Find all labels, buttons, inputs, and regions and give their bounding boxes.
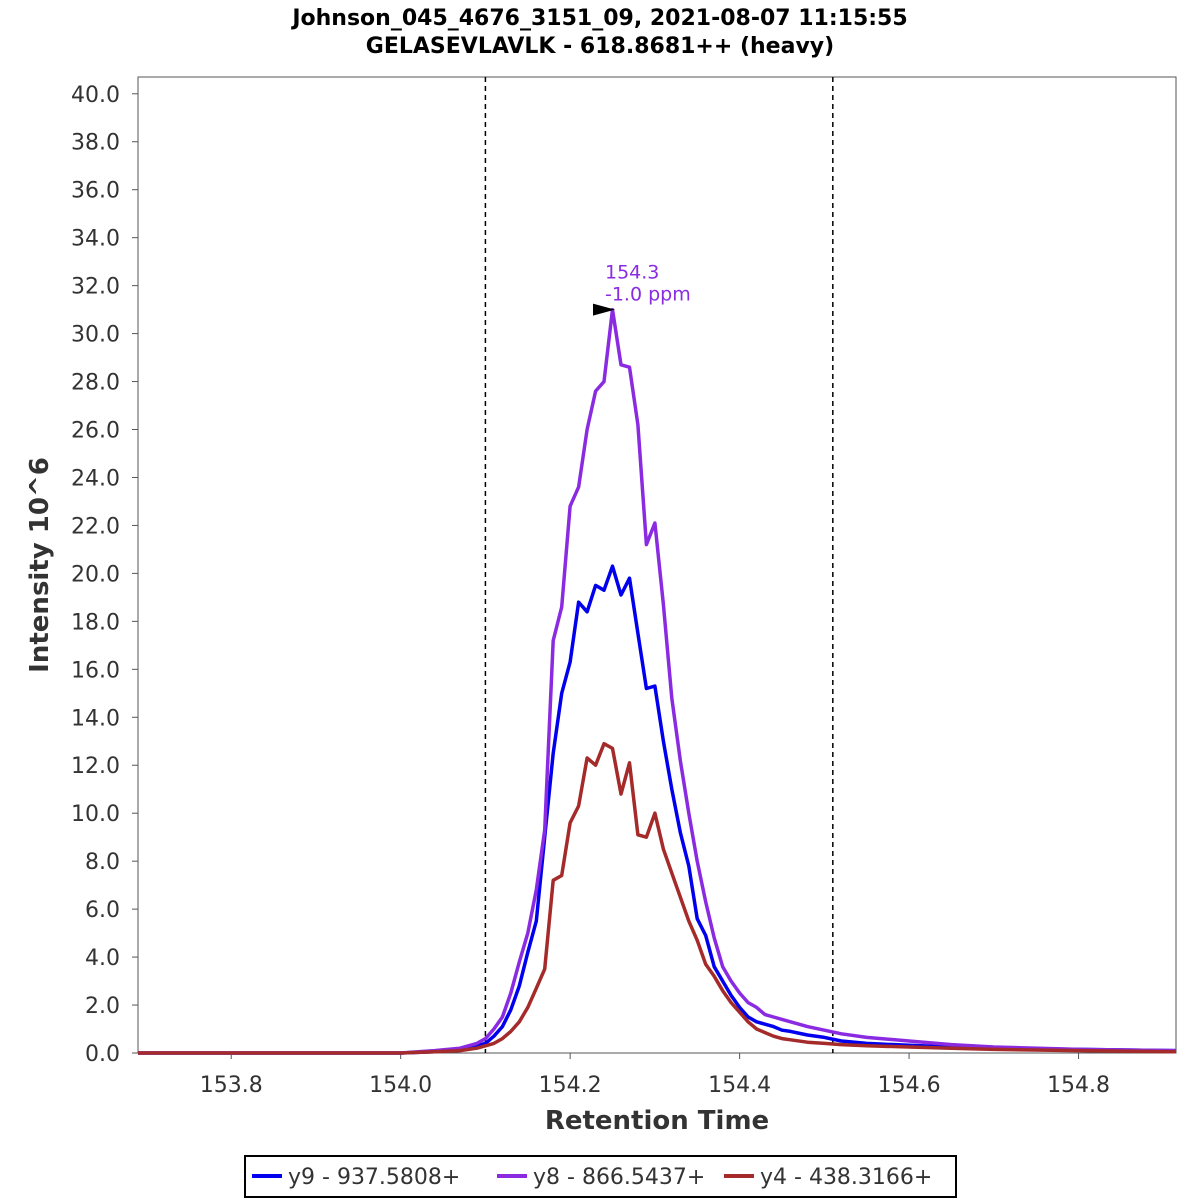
y-tick-label: 40.0 bbox=[71, 83, 120, 108]
series-line-y9 bbox=[138, 564, 1177, 1055]
y-tick-label: 10.0 bbox=[71, 802, 120, 827]
peak-ppm-label: -1.0 ppm bbox=[605, 284, 691, 306]
series-lines bbox=[138, 307, 1177, 1055]
y-tick-label: 18.0 bbox=[71, 610, 120, 635]
legend-label: y8 - 866.5437+ bbox=[533, 1165, 705, 1190]
y-axis: 0.0 2.0 4.0 6.0 8.0 10.0 12.0 14.0 16.0 18.0 20.0 2… bbox=[71, 83, 138, 1067]
y-tick-label: 0.0 bbox=[85, 1042, 120, 1067]
y-tick-label: 8.0 bbox=[85, 850, 120, 875]
x-tick-label: 153.8 bbox=[200, 1073, 263, 1098]
legend-label: y9 - 937.5808+ bbox=[288, 1165, 460, 1190]
y-tick-label: 28.0 bbox=[71, 371, 120, 396]
x-tick-label: 154.2 bbox=[539, 1073, 602, 1098]
x-axis: 153.8 154.0 154.2 154.4 154.6 154.8 bbox=[200, 1053, 1110, 1098]
x-tick-label: 154.4 bbox=[708, 1073, 771, 1098]
x-tick-label: 154.8 bbox=[1047, 1073, 1110, 1098]
y-tick-label: 22.0 bbox=[71, 514, 120, 539]
legend: y9 - 937.5808+ y8 - 866.5437+ y4 - 438.316… bbox=[244, 1155, 957, 1198]
legend-label: y4 - 438.3166+ bbox=[760, 1165, 932, 1190]
legend-box bbox=[244, 1155, 957, 1198]
plot-area bbox=[137, 76, 1177, 1054]
x-tick-label: 154.0 bbox=[369, 1073, 432, 1098]
y-tick-label: 26.0 bbox=[71, 419, 120, 444]
y-tick-label: 38.0 bbox=[71, 131, 120, 156]
y-tick-label: 36.0 bbox=[71, 179, 120, 204]
series-line-y8 bbox=[138, 307, 1177, 1055]
y-tick-label: 20.0 bbox=[71, 562, 120, 587]
y-tick-label: 14.0 bbox=[71, 706, 120, 731]
integration-boundaries bbox=[484, 77, 834, 1053]
y-tick-label: 4.0 bbox=[85, 946, 120, 971]
chart-title: Johnson_045_4676_3151_09, 2021-08-07 11:… bbox=[290, 6, 907, 31]
y-tick-label: 16.0 bbox=[71, 658, 120, 683]
y-tick-label: 12.0 bbox=[71, 754, 120, 779]
peak-rt-label: 154.3 bbox=[605, 262, 659, 284]
y-axis-label: Intensity 10^6 bbox=[25, 457, 55, 673]
x-tick-label: 154.6 bbox=[878, 1073, 941, 1098]
peak-annotation: 154.3 -1.0 ppm bbox=[592, 262, 691, 316]
y-tick-label: 24.0 bbox=[71, 466, 120, 491]
y-tick-label: 34.0 bbox=[71, 227, 120, 252]
y-tick-label: 2.0 bbox=[85, 994, 120, 1019]
y-tick-label: 32.0 bbox=[71, 275, 120, 300]
series-line-y4 bbox=[138, 741, 1177, 1055]
x-axis-label: Retention Time bbox=[545, 1106, 769, 1136]
y-tick-label: 30.0 bbox=[71, 323, 120, 348]
y-tick-label: 6.0 bbox=[85, 898, 120, 923]
peak-arrow-icon bbox=[592, 303, 615, 316]
chart-subtitle: GELASEVLAVLK - 618.8681++ (heavy) bbox=[366, 34, 834, 59]
